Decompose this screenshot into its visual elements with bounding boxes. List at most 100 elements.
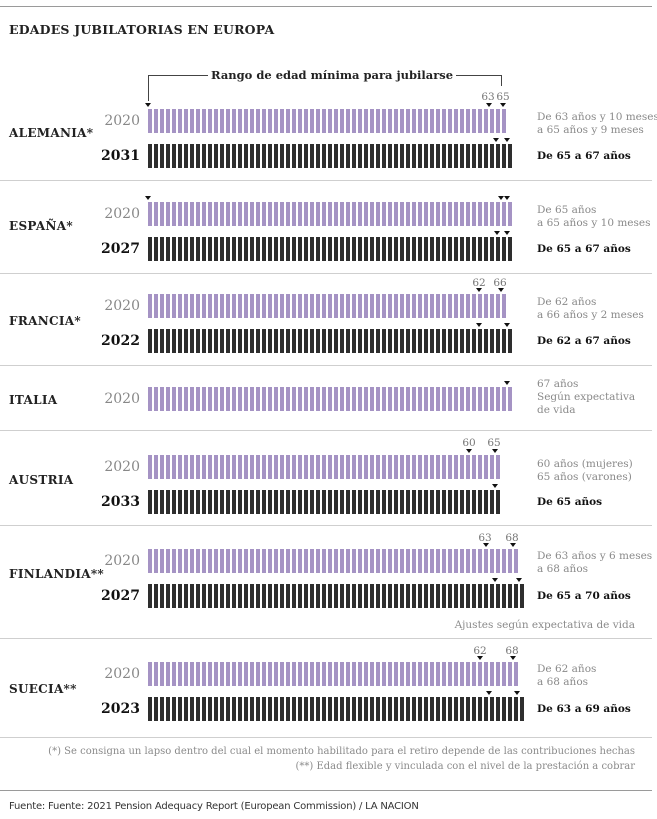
bar-segment (184, 549, 188, 573)
bar-segment (256, 549, 260, 573)
bar-segment (520, 697, 524, 721)
bar-segment (322, 237, 326, 261)
range-description: De 65 a 67 años (537, 243, 631, 255)
bar-segment (382, 387, 386, 411)
bar-segment (388, 490, 392, 514)
range-marker (516, 578, 522, 582)
bar-segment (346, 144, 350, 168)
bar-segment (370, 294, 374, 318)
bar-segment (280, 697, 284, 721)
bar-segment (160, 237, 164, 261)
bar-segment (220, 329, 224, 353)
bar-segment (496, 144, 500, 168)
bar-segment (352, 144, 356, 168)
bar-segment (280, 490, 284, 514)
bar-segment (400, 662, 404, 686)
bar-segment (196, 329, 200, 353)
bar-segment (310, 662, 314, 686)
bar-segment (448, 387, 452, 411)
bar-segment (496, 109, 500, 133)
bar-segment (508, 202, 512, 226)
footer-divider (0, 790, 652, 791)
bar-segment (316, 697, 320, 721)
bar-segment (298, 549, 302, 573)
bar-segment (154, 549, 158, 573)
bar-segment (190, 490, 194, 514)
bar-segment (382, 237, 386, 261)
bar-segment (460, 387, 464, 411)
bar-segment (298, 237, 302, 261)
bar-segment (406, 387, 410, 411)
bar-segment (310, 237, 314, 261)
bar-segment (430, 329, 434, 353)
bar-segment (178, 662, 182, 686)
bar-segment (232, 455, 236, 479)
desc-line: a 66 años y 2 meses (537, 309, 644, 321)
bar-segment (466, 387, 470, 411)
bar-segment (262, 662, 266, 686)
bar-segment (508, 237, 512, 261)
bar-segment (394, 387, 398, 411)
tick-label: 63 (478, 532, 492, 544)
desc-line: 60 años (mujeres) (537, 458, 633, 470)
bar-segment (178, 202, 182, 226)
bar-segment (382, 662, 386, 686)
bar-segment (400, 697, 404, 721)
range-description: De 63 años y 6 meses a 68 años (537, 550, 652, 576)
bar-segment (442, 109, 446, 133)
range-marker (486, 103, 492, 107)
bar-segment (172, 584, 176, 608)
bar-segment (316, 455, 320, 479)
range-bracket-left (148, 75, 149, 101)
bar-segment (268, 329, 272, 353)
bar-segment (310, 697, 314, 721)
bar-segment (484, 144, 488, 168)
bar-segment (466, 662, 470, 686)
bar-segment (334, 490, 338, 514)
bar-segment (202, 294, 206, 318)
bar-segment (388, 549, 392, 573)
bar-segment (220, 109, 224, 133)
bar-segment (340, 237, 344, 261)
bar-segment (214, 662, 218, 686)
bar-segment (358, 387, 362, 411)
bar-segment (238, 549, 242, 573)
bar-segment (172, 144, 176, 168)
range-description: De 65 años (537, 496, 603, 508)
bar-segment (436, 202, 440, 226)
bar-segment (496, 662, 500, 686)
bar-segment (280, 387, 284, 411)
bar-segment (358, 237, 362, 261)
bar-segment (316, 109, 320, 133)
bar-segment (328, 294, 332, 318)
bar-segment (268, 294, 272, 318)
bar-segment (490, 455, 494, 479)
bar-segment (346, 455, 350, 479)
bar-segment (160, 144, 164, 168)
bar-segment (442, 584, 446, 608)
bar-segment (376, 144, 380, 168)
bar-segment (472, 549, 476, 573)
bar-segment (466, 237, 470, 261)
range-marker (145, 103, 151, 107)
bar-segment (172, 662, 176, 686)
bar-segment (502, 329, 506, 353)
bar-segment (154, 294, 158, 318)
bar-segment (490, 387, 494, 411)
bar-segment (292, 202, 296, 226)
bar-segment (286, 109, 290, 133)
bar-finlandia-2027 (148, 584, 524, 608)
bar-segment (442, 549, 446, 573)
bar-segment (310, 109, 314, 133)
bar-segment (148, 202, 152, 226)
bar-segment (472, 144, 476, 168)
range-bracket-label: Rango de edad mínima para jubilarse (208, 68, 457, 82)
bar-segment (178, 697, 182, 721)
bar-segment (310, 202, 314, 226)
bar-segment (160, 109, 164, 133)
year-label: 2033 (101, 494, 140, 510)
bar-segment (412, 549, 416, 573)
bar-segment (424, 584, 428, 608)
tick-label: 65 (496, 91, 510, 103)
bar-segment (268, 387, 272, 411)
